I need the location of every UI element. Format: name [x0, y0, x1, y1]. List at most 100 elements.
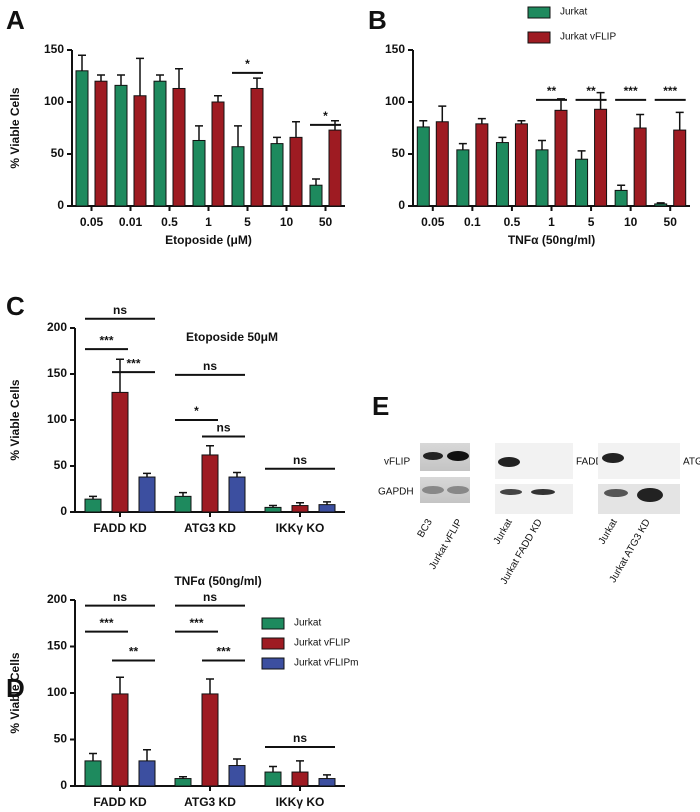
bar	[495, 142, 509, 207]
bar	[231, 146, 245, 207]
bar	[201, 693, 219, 787]
x-tick-label: ATG3 KD	[184, 795, 236, 809]
y-tick-label: 0	[60, 778, 67, 792]
x-tick-label: 1	[205, 215, 212, 229]
bar	[201, 454, 219, 513]
bar	[138, 476, 156, 513]
blot-band	[447, 486, 469, 494]
error-bar	[179, 775, 187, 779]
x-tick-label: 50	[319, 215, 333, 229]
significance-label: ns	[113, 590, 127, 604]
bar	[111, 391, 129, 513]
error-bar	[269, 765, 277, 773]
y-tick-label: 150	[385, 42, 405, 56]
blot-band	[498, 457, 520, 467]
error-bar	[233, 471, 241, 478]
error-bar	[143, 748, 151, 761]
error-bar	[617, 184, 626, 191]
x-tick-label: 0.5	[161, 215, 178, 229]
error-bar	[498, 136, 507, 143]
significance-label: ns	[293, 453, 307, 467]
error-bar	[323, 774, 331, 779]
significance-label: ***	[189, 616, 203, 630]
bar	[291, 771, 309, 787]
error-bar	[206, 678, 214, 694]
error-bar	[517, 119, 526, 124]
y-axis-label: % Viable Cells	[8, 379, 22, 460]
bar	[211, 101, 225, 207]
blot-band	[500, 489, 522, 495]
x-tick-label: ATG3 KD	[184, 521, 236, 535]
bar	[318, 778, 336, 787]
error-bar	[116, 676, 124, 694]
significance-label: **	[129, 645, 139, 659]
error-bar	[296, 760, 304, 773]
error-bar	[296, 502, 304, 506]
significance-label: ***	[624, 84, 638, 98]
significance-label: ***	[99, 333, 113, 347]
y-tick-label: 200	[47, 320, 67, 334]
bar	[535, 149, 549, 207]
bar	[673, 129, 687, 207]
error-bar	[214, 95, 222, 102]
legend-swatch	[261, 657, 285, 670]
x-tick-label: 5	[588, 215, 595, 229]
bar	[614, 189, 628, 207]
bar	[264, 771, 282, 787]
blot-image	[495, 484, 573, 514]
error-bar	[253, 77, 261, 89]
y-tick-label: 50	[51, 146, 65, 160]
legend-label: Jurkat vFLIPm	[294, 658, 358, 669]
chart-title: Etoposide 50μM	[186, 330, 278, 344]
bar	[228, 476, 246, 513]
y-tick-label: 50	[392, 146, 406, 160]
significance-label: **	[586, 84, 596, 98]
significance-label: *	[194, 404, 199, 418]
bar	[291, 505, 309, 513]
significance-label: ns	[203, 359, 217, 373]
x-tick-label: FADD KD	[93, 521, 147, 535]
significance-label: ns	[216, 421, 230, 435]
legend-label: Jurkat	[294, 618, 321, 629]
blot-label: GAPDH	[378, 487, 414, 498]
significance-label: ***	[99, 616, 113, 630]
blot-band	[604, 489, 628, 497]
x-tick-label: 5	[244, 215, 251, 229]
y-tick-label: 100	[47, 412, 67, 426]
blot-band	[423, 452, 443, 460]
significance-label: ns	[203, 590, 217, 604]
bar	[111, 693, 129, 787]
x-tick-label: 1	[548, 215, 555, 229]
x-tick-label: IKKγ KO	[276, 521, 325, 535]
significance-label: ***	[216, 645, 230, 659]
error-bar	[117, 74, 125, 86]
error-bar	[143, 472, 151, 478]
error-bar	[577, 150, 586, 160]
error-bar	[78, 54, 86, 71]
error-bar	[636, 113, 645, 128]
bar	[318, 504, 336, 513]
significance-label: *	[245, 57, 250, 71]
error-bar	[273, 136, 281, 144]
y-tick-label: 0	[398, 198, 405, 212]
chart-title: TNFα (50ng/ml)	[174, 574, 261, 588]
bar	[554, 109, 568, 207]
error-bar	[179, 491, 187, 497]
error-bar	[292, 121, 300, 138]
bar	[133, 95, 147, 207]
error-bar	[656, 202, 665, 204]
bar	[192, 139, 206, 207]
x-tick-label: 0.05	[80, 215, 104, 229]
lane-label: Jurkat	[492, 517, 515, 546]
error-bar	[419, 119, 428, 127]
error-bar	[675, 111, 684, 131]
bar	[250, 87, 264, 207]
x-tick-label: 50	[664, 215, 678, 229]
error-bar	[97, 74, 105, 82]
legend-label: Jurkat vFLIP	[294, 638, 350, 649]
error-bar	[195, 125, 203, 141]
legend-swatch	[261, 637, 285, 650]
y-tick-label: 150	[44, 42, 64, 56]
y-axis-label: % Viable Cells	[8, 87, 22, 168]
